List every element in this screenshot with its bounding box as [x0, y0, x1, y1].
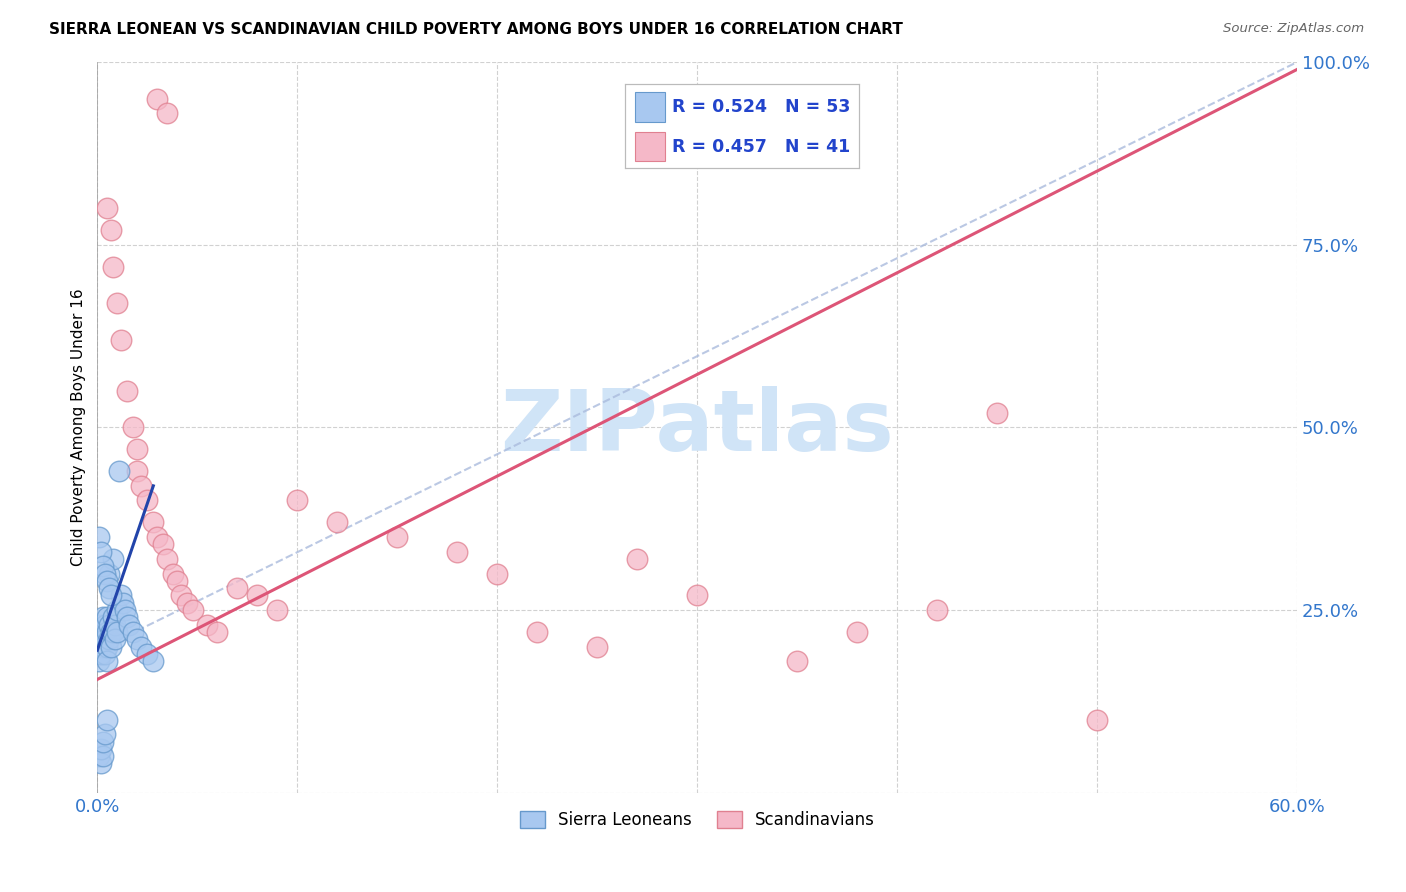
Point [108, 464, 131, 478]
Point [526, 624, 548, 639]
Point [110, 589, 132, 603]
Point [89, 654, 111, 668]
Point [110, 333, 132, 347]
Point [100, 624, 122, 639]
Point [93, 640, 115, 654]
Point [96, 713, 118, 727]
Point [152, 537, 174, 551]
Point [170, 589, 193, 603]
Point [96, 574, 118, 588]
Point [98, 617, 121, 632]
Point [104, 617, 127, 632]
Point [387, 530, 409, 544]
Point [176, 596, 198, 610]
Point [226, 581, 249, 595]
Point [98, 632, 121, 647]
Point [166, 574, 188, 588]
Point [136, 493, 159, 508]
Point [93, 559, 115, 574]
Point [96, 201, 118, 215]
Point [786, 654, 808, 668]
Point [285, 493, 308, 508]
Point [90, 544, 112, 558]
Point [118, 617, 141, 632]
Point [98, 581, 121, 595]
Point [142, 516, 165, 530]
Point [94, 632, 117, 647]
Point [96, 610, 118, 624]
Point [96, 624, 118, 639]
Point [90, 741, 112, 756]
Point [127, 632, 149, 647]
Point [156, 552, 179, 566]
Point [93, 610, 115, 624]
Point [846, 624, 869, 639]
Point [122, 624, 145, 639]
Point [131, 640, 153, 654]
Point [94, 647, 117, 661]
Point [90, 632, 112, 647]
Point [90, 617, 112, 632]
Point [183, 603, 205, 617]
Point [90, 647, 112, 661]
Point [326, 516, 349, 530]
Point [927, 603, 949, 617]
Point [986, 406, 1008, 420]
Point [93, 734, 115, 748]
Point [207, 624, 229, 639]
Point [146, 92, 169, 106]
Point [104, 632, 127, 647]
Point [94, 617, 117, 632]
Point [105, 624, 128, 639]
Point [100, 589, 122, 603]
Point [105, 603, 128, 617]
Text: ZIPatlas: ZIPatlas [501, 386, 894, 469]
Point [98, 566, 121, 581]
Text: Source: ZipAtlas.com: Source: ZipAtlas.com [1223, 22, 1364, 36]
Point [127, 442, 149, 457]
Point [89, 640, 111, 654]
Point [90, 756, 112, 771]
Point [162, 566, 184, 581]
Point [246, 589, 269, 603]
Point [1085, 713, 1108, 727]
Y-axis label: Child Poverty Among Boys Under 16: Child Poverty Among Boys Under 16 [72, 289, 86, 566]
Point [156, 106, 179, 120]
Point [96, 654, 118, 668]
Point [117, 384, 139, 398]
Point [114, 603, 136, 617]
Point [131, 479, 153, 493]
Text: SIERRA LEONEAN VS SCANDINAVIAN CHILD POVERTY AMONG BOYS UNDER 16 CORRELATION CHA: SIERRA LEONEAN VS SCANDINAVIAN CHILD POV… [49, 22, 903, 37]
Point [686, 589, 709, 603]
Point [127, 464, 149, 478]
Point [89, 624, 111, 639]
Point [89, 530, 111, 544]
Point [100, 223, 122, 237]
Point [94, 727, 117, 741]
Point [486, 566, 509, 581]
Point [103, 610, 125, 624]
Point [103, 260, 125, 274]
Point [93, 749, 115, 764]
Point [89, 749, 111, 764]
Point [103, 624, 125, 639]
Point [93, 624, 115, 639]
Point [122, 420, 145, 434]
Point [446, 544, 468, 558]
Point [146, 530, 169, 544]
Point [117, 610, 139, 624]
Legend: Sierra Leoneans, Scandinavians: Sierra Leoneans, Scandinavians [513, 804, 882, 836]
Point [142, 654, 165, 668]
Point [100, 640, 122, 654]
Point [94, 566, 117, 581]
Point [626, 552, 648, 566]
Point [112, 596, 135, 610]
Point [195, 617, 218, 632]
Point [586, 640, 609, 654]
Point [136, 647, 159, 661]
Point [105, 296, 128, 310]
Point [103, 552, 125, 566]
Point [96, 640, 118, 654]
Point [266, 603, 288, 617]
